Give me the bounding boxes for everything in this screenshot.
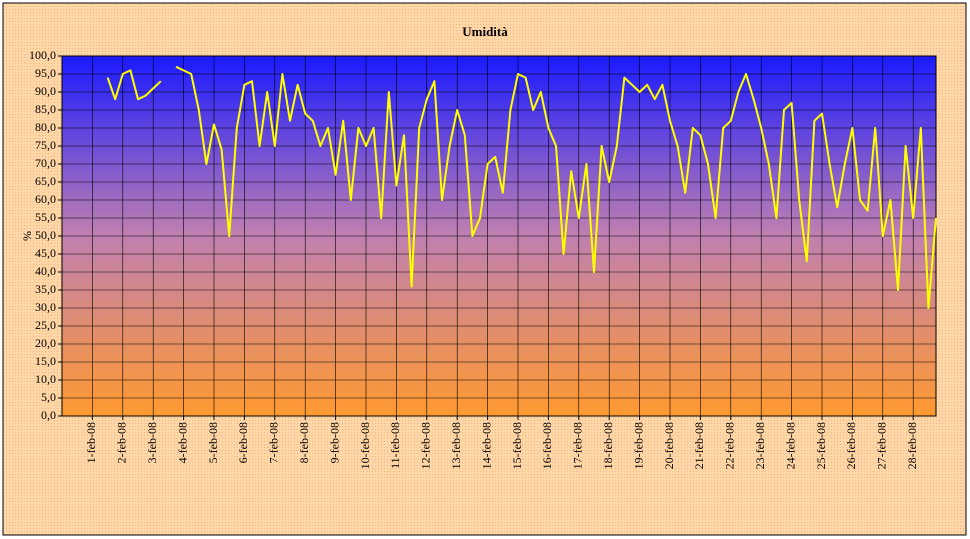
y-tick-label: 0,0 <box>41 408 56 422</box>
x-tick-label: 1-feb-08 <box>84 422 98 463</box>
y-tick-label: 95,0 <box>35 66 56 80</box>
x-tick-label: 9-feb-08 <box>327 422 341 463</box>
x-tick-label: 4-feb-08 <box>175 422 189 463</box>
x-tick-label: 15-feb-08 <box>510 422 524 469</box>
x-tick-label: 6-feb-08 <box>236 422 250 463</box>
y-tick-label: 50,0 <box>35 228 56 242</box>
x-tick-label: 2-feb-08 <box>115 422 129 463</box>
x-tick-label: 18-feb-08 <box>601 422 615 469</box>
x-tick-label: 3-feb-08 <box>145 422 159 463</box>
y-tick-label: 35,0 <box>35 282 56 296</box>
y-tick-label: 55,0 <box>35 210 56 224</box>
data-line <box>106 65 937 309</box>
x-tick-label: 16-feb-08 <box>540 422 554 469</box>
y-tick-label: 45,0 <box>35 246 56 260</box>
y-tick-label: 80,0 <box>35 120 56 134</box>
x-tick-label: 12-feb-08 <box>419 422 433 469</box>
x-tick-label: 10-feb-08 <box>358 422 372 469</box>
y-tick-label: 60,0 <box>35 192 56 206</box>
x-tick-label: 14-feb-08 <box>479 422 493 469</box>
y-tick-label: 85,0 <box>35 102 56 116</box>
x-tick-label: 19-feb-08 <box>631 422 645 469</box>
y-tick-label: 90,0 <box>35 84 56 98</box>
x-tick-label: 28-feb-08 <box>905 422 919 469</box>
y-tick-label: 30,0 <box>35 300 56 314</box>
x-tick-label: 25-feb-08 <box>814 422 828 469</box>
y-axis-label: % <box>20 231 34 241</box>
y-tick-label: 40,0 <box>35 264 56 278</box>
x-tick-label: 7-feb-08 <box>267 422 281 463</box>
x-tick-label: 8-feb-08 <box>297 422 311 463</box>
y-tick-label: 5,0 <box>41 390 56 404</box>
y-tick-label: 100,0 <box>29 48 56 62</box>
y-tick-label: 70,0 <box>35 156 56 170</box>
x-tick-label: 22-feb-08 <box>723 422 737 469</box>
x-tick-label: 11-feb-08 <box>388 422 402 469</box>
x-tick-label: 13-feb-08 <box>449 422 463 469</box>
x-tick-label: 26-feb-08 <box>844 422 858 469</box>
plot-border <box>61 55 937 417</box>
x-tick-label: 5-feb-08 <box>206 422 220 463</box>
y-tick-label: 15,0 <box>35 354 56 368</box>
x-tick-label: 20-feb-08 <box>662 422 676 469</box>
x-tick-label: 23-feb-08 <box>753 422 767 469</box>
x-tick-label: 27-feb-08 <box>875 422 889 469</box>
y-tick-label: 65,0 <box>35 174 56 188</box>
y-tick-label: 10,0 <box>35 372 56 386</box>
y-tick-label: 20,0 <box>35 336 56 350</box>
x-tick-label: 21-feb-08 <box>692 422 706 469</box>
x-tick-label: 17-feb-08 <box>571 422 585 469</box>
y-tick-label: 75,0 <box>35 138 56 152</box>
y-tick-label: 25,0 <box>35 318 56 332</box>
chart-title: Umidità <box>462 24 508 39</box>
x-tick-label: 24-feb-08 <box>783 422 797 469</box>
